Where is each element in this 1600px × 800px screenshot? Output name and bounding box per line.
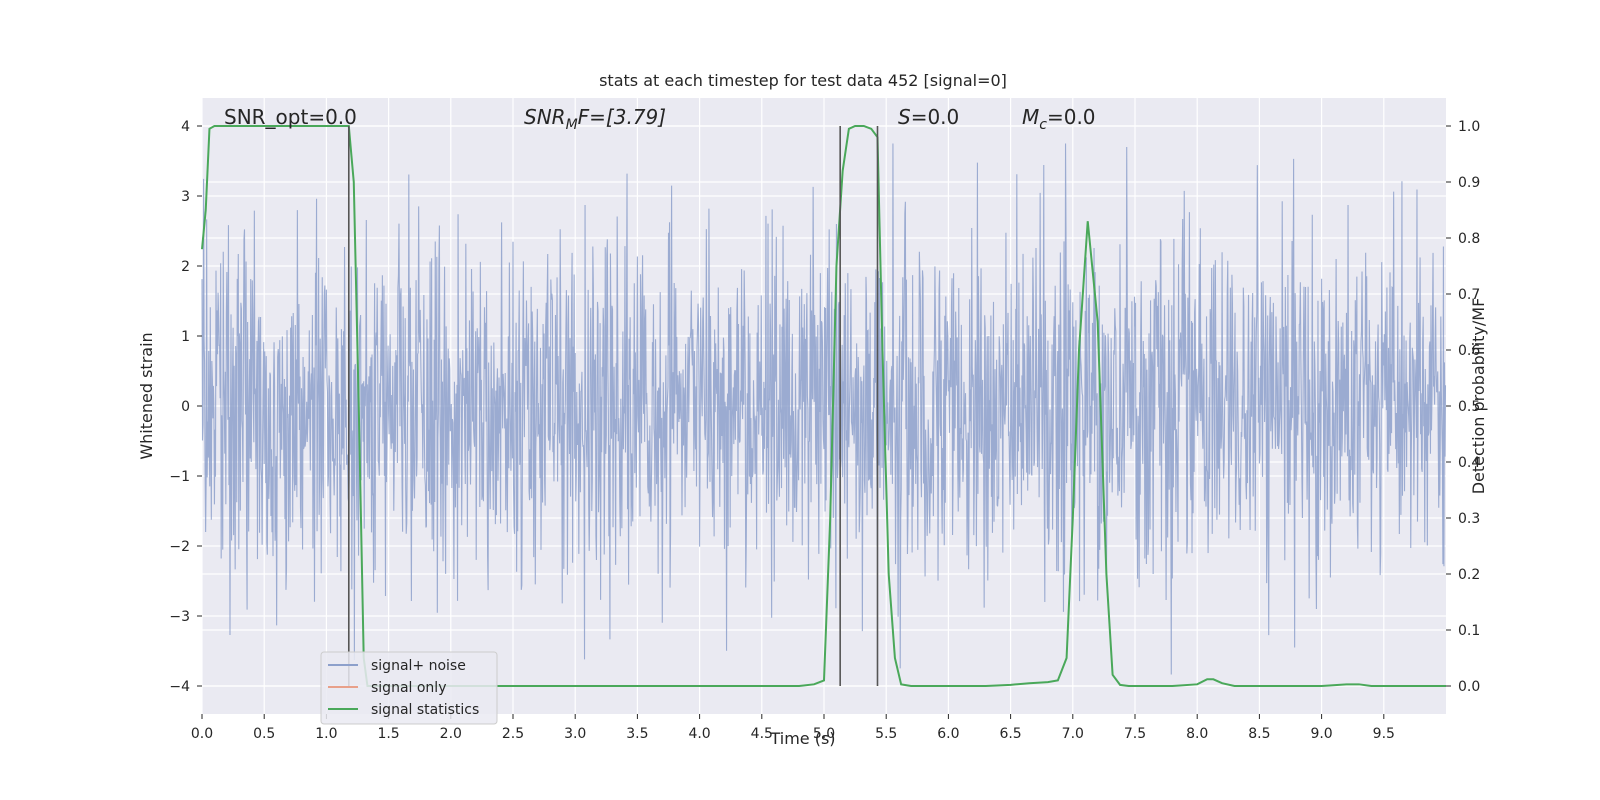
y-right-tick-label: 0.0	[1458, 679, 1480, 695]
x-tick-label: 7.5	[1124, 726, 1146, 742]
x-tick-label: 5.5	[875, 726, 897, 742]
annotation-s: S=0.0	[898, 105, 959, 129]
x-tick-label: 3.0	[564, 726, 586, 742]
x-tick-label: 6.5	[999, 726, 1021, 742]
y-right-tick-label: 0.5	[1458, 399, 1480, 415]
y-right-tick-label: 0.4	[1458, 455, 1480, 471]
statistics-line	[201, 125, 1446, 687]
x-tick-label: 5.0	[813, 726, 835, 742]
y-left-tick-label: −2	[169, 539, 190, 555]
x-tick-label: 0.0	[191, 726, 213, 742]
y-right-tick-label: 0.1	[1458, 623, 1480, 639]
y-axis-right-label: Detection probability/MF	[1469, 298, 1488, 495]
y-left-tick-label: 0	[181, 399, 190, 415]
y-right-tick-label: 0.8	[1458, 231, 1480, 247]
x-tick-label: 9.5	[1373, 726, 1395, 742]
legend-label-noise: signal+ noise	[371, 658, 466, 674]
y-right-tick-label: 0.6	[1458, 343, 1480, 359]
x-tick-label: 2.5	[502, 726, 524, 742]
legend-box	[320, 651, 498, 725]
vertical-markers	[347, 126, 879, 686]
x-tick-label: 6.0	[937, 726, 959, 742]
x-tick-label: 8.0	[1186, 726, 1208, 742]
y-right-tick-label: 0.3	[1458, 511, 1480, 527]
x-tick-label: 3.5	[626, 726, 648, 742]
y-left-tick-label: −1	[169, 469, 190, 485]
legend-label-statistics: signal statistics	[371, 702, 479, 718]
y-left-tick-label: −3	[169, 609, 190, 625]
x-tick-label: 1.5	[377, 726, 399, 742]
y-axis-left-label: Whitened strain	[137, 332, 156, 459]
x-tick-label: 7.0	[1062, 726, 1084, 742]
x-tick-label: 0.5	[253, 726, 275, 742]
y-right-tick-label: 0.2	[1458, 567, 1480, 583]
annotation-snr-mf: SNRMF=[3.79]	[524, 105, 666, 133]
y-left-tick-label: 4	[181, 119, 190, 135]
y-left-tick-label: 1	[181, 329, 190, 345]
signal-noise-series	[201, 143, 1447, 675]
y-left-tick-label: 2	[181, 259, 190, 275]
y-right-tick-label: 1.0	[1458, 119, 1480, 135]
axes: 0.0 0.5 1.0 1.5 2.0 2.5 3.0 3.5 4.0 4.5 5.0 5.5 6.0 6…	[169, 119, 1480, 742]
y-left-tick-label: −4	[169, 679, 190, 695]
x-tick-label: 4.5	[751, 726, 773, 742]
x-tick-label: 4.0	[688, 726, 710, 742]
x-tick-label: 2.0	[440, 726, 462, 742]
x-tick-label: 8.5	[1248, 726, 1270, 742]
annotation-mc: Mc=0.0	[1022, 105, 1096, 133]
legend-label-signal-only: signal only	[371, 680, 446, 696]
y-right-tick-label: 0.9	[1458, 175, 1480, 191]
chart-title: stats at each timestep for test data 452…	[599, 71, 1007, 90]
legend: signal+ noise signal only signal statist…	[320, 651, 498, 725]
y-right-tick-label: 0.7	[1458, 287, 1480, 303]
x-tick-label: 1.0	[315, 726, 337, 742]
y-left-tick-label: 3	[181, 189, 190, 205]
signal-statistics-series	[201, 125, 1446, 687]
annotation-snr-opt: SNR_opt=0.0	[224, 105, 357, 129]
x-axis-label: Time (s)	[769, 729, 835, 748]
x-tick-label: 9.0	[1310, 726, 1332, 742]
noise-trace	[201, 143, 1447, 675]
